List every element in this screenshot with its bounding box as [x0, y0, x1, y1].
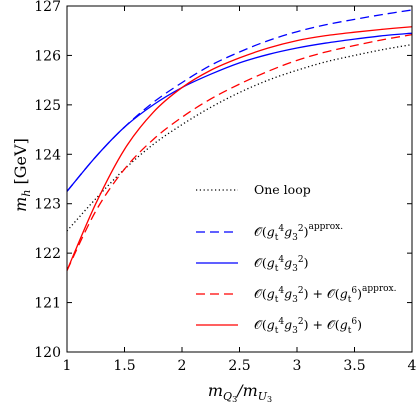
series-line-3 — [66, 34, 413, 271]
x-tick-label: 1 — [63, 358, 72, 374]
legend-label-0: One loop — [254, 182, 311, 197]
plot-marks — [66, 9, 413, 271]
series-line-4 — [66, 26, 413, 271]
y-tick-label: 126 — [34, 48, 61, 64]
y-tick-label: 125 — [34, 98, 61, 114]
legend: One loop 𝒪(gt4g32)approx. 𝒪(gt4g32) 𝒪(gt4g3… — [196, 182, 397, 336]
x-tick-label: 3.5 — [343, 358, 365, 374]
x-axis-title: mQ3/mU3 — [208, 381, 272, 404]
legend-label-1: 𝒪(gt4g32)approx. — [254, 222, 343, 243]
y-tick-label: 120 — [34, 345, 61, 361]
y-tick-label: 124 — [34, 147, 61, 163]
y-tick-label: 127 — [34, 0, 61, 15]
series-line-1 — [66, 9, 413, 192]
legend-label-3: 𝒪(gt4g32) + 𝒪(gt6)approx. — [254, 284, 397, 305]
x-tick-label: 2 — [178, 358, 187, 374]
x-tick-label: 2.5 — [228, 358, 250, 374]
legend-label-2: 𝒪(gt4g32) — [254, 255, 309, 274]
series-line-0 — [66, 43, 413, 232]
y-tick-label: 122 — [34, 246, 61, 262]
x-tick-label: 3 — [293, 358, 302, 374]
series-line-2 — [66, 32, 413, 192]
axis-ticks: 1 1.5 2 2.5 3 3.5 4 120 121 122 123 124 125 126 127 — [34, 0, 416, 374]
y-tick-label: 123 — [34, 197, 61, 213]
legend-label-4: 𝒪(gt4g32) + 𝒪(gt6) — [254, 317, 362, 336]
y-axis-title: mh [GeV] — [11, 138, 33, 212]
x-tick-label: 1.5 — [113, 358, 135, 374]
y-tick-label: 121 — [34, 296, 61, 312]
x-tick-label: 4 — [408, 358, 417, 374]
